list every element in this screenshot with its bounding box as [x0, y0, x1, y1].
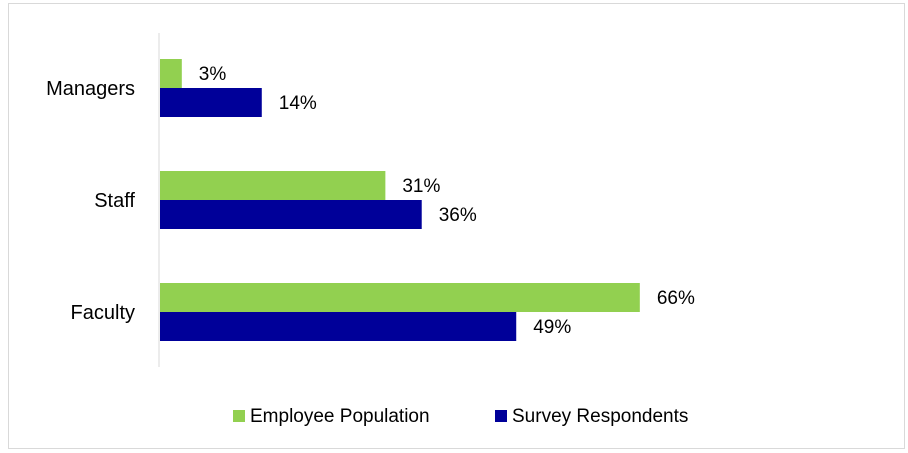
bar-employee-population-managers — [160, 59, 182, 88]
category-label-staff: Staff — [94, 190, 135, 212]
data-label-survey-respondents-faculty: 49% — [533, 317, 571, 338]
legend-label-employee-population: Employee Population — [250, 406, 430, 427]
bar-employee-population-staff — [160, 171, 386, 200]
legend-swatch-survey-respondents — [495, 410, 507, 422]
legend-label-survey-respondents: Survey Respondents — [512, 406, 688, 427]
chart-frame — [8, 3, 905, 449]
data-label-survey-respondents-managers: 14% — [279, 93, 317, 114]
data-label-employee-population-faculty: 66% — [657, 288, 695, 309]
bar-survey-respondents-staff — [160, 200, 422, 229]
bar-survey-respondents-managers — [160, 88, 262, 117]
bar-survey-respondents-faculty — [160, 312, 517, 341]
legend-swatch-employee-population — [233, 410, 245, 422]
data-label-employee-population-managers: 3% — [199, 64, 227, 85]
category-label-faculty: Faculty — [71, 302, 135, 324]
data-label-employee-population-staff: 31% — [402, 176, 440, 197]
data-label-survey-respondents-staff: 36% — [439, 205, 477, 226]
bar-employee-population-faculty — [160, 283, 640, 312]
category-label-managers: Managers — [46, 78, 135, 100]
